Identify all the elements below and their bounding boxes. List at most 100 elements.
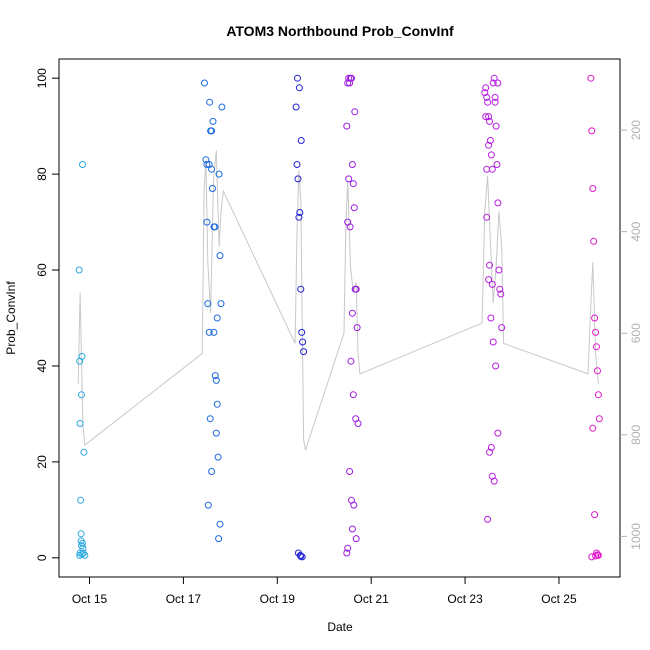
y-tick-label: 0 xyxy=(35,554,49,561)
x-axis: Oct 15 Oct 17 Oct 19 Oct 21 Oct 23 Oct 25 xyxy=(72,577,577,606)
data-point xyxy=(594,551,601,559)
data-point xyxy=(589,424,597,432)
data-point xyxy=(494,79,502,87)
data-point xyxy=(77,496,85,504)
data-point xyxy=(587,74,595,82)
data-point xyxy=(206,415,214,423)
data-point xyxy=(497,290,505,298)
data-point xyxy=(483,213,491,221)
data-point xyxy=(213,400,221,408)
data-point xyxy=(218,103,226,111)
data-point xyxy=(297,285,305,293)
x-axis-label: Date xyxy=(327,620,353,634)
data-point xyxy=(495,266,503,274)
data-point xyxy=(588,553,596,561)
data-point xyxy=(211,223,219,231)
x-tick-label: Oct 25 xyxy=(541,592,577,606)
data-point xyxy=(496,285,504,293)
data-point xyxy=(210,328,218,336)
data-point xyxy=(215,535,223,543)
data-point xyxy=(346,223,354,231)
data-point xyxy=(209,185,216,192)
data-point xyxy=(492,122,500,130)
data-point xyxy=(77,530,85,538)
data-point xyxy=(299,338,307,346)
data-point xyxy=(487,314,495,322)
data-point xyxy=(294,74,301,82)
data-point xyxy=(212,376,220,384)
data-point xyxy=(488,472,496,480)
data-point xyxy=(590,237,598,245)
data-point xyxy=(216,520,224,528)
data-point xyxy=(208,127,216,135)
data-point xyxy=(206,98,214,106)
data-point xyxy=(486,261,493,269)
chart-title: ATOM3 Northbound Prob_ConvInf xyxy=(226,23,454,39)
data-point xyxy=(349,180,357,188)
data-point xyxy=(352,285,360,293)
data-point xyxy=(214,453,222,461)
x-tick-label: Oct 23 xyxy=(447,592,483,606)
data-point xyxy=(294,175,302,183)
data-point xyxy=(351,108,359,116)
data-point xyxy=(298,553,306,561)
data-point xyxy=(296,209,304,216)
depth-line xyxy=(77,150,599,451)
data-point xyxy=(484,98,492,106)
data-point xyxy=(491,93,499,101)
data-point xyxy=(492,362,500,370)
data-point xyxy=(343,549,351,557)
data-point xyxy=(485,141,493,149)
data-point xyxy=(491,98,499,106)
y-tick-label: 20 xyxy=(35,455,49,469)
x-tick-label: Oct 19 xyxy=(260,592,296,606)
data-point xyxy=(482,113,490,121)
data-point xyxy=(292,103,300,111)
data-point xyxy=(594,391,602,399)
data-point xyxy=(498,324,506,332)
data-point xyxy=(348,309,356,317)
data-point xyxy=(486,448,493,456)
data-point xyxy=(486,137,494,144)
data-point xyxy=(209,117,217,125)
data-point xyxy=(203,218,211,226)
data-point xyxy=(483,165,491,173)
x-tick-label: Oct 17 xyxy=(166,592,202,606)
point-layer xyxy=(75,74,603,561)
data-point xyxy=(485,276,493,284)
data-point xyxy=(345,175,353,183)
y-tick-label: 100 xyxy=(35,68,49,88)
data-point xyxy=(346,79,354,87)
data-point xyxy=(204,501,212,509)
data-point xyxy=(215,170,223,178)
data-point xyxy=(208,165,216,173)
data-point xyxy=(350,204,358,212)
data-point xyxy=(354,420,362,427)
data-point xyxy=(78,352,86,360)
data-point xyxy=(203,161,211,168)
data-point xyxy=(591,314,599,322)
data-point xyxy=(489,338,497,346)
data-point xyxy=(594,367,601,375)
data-point xyxy=(344,544,352,552)
data-point xyxy=(595,415,603,423)
y2-tick-label: 600 xyxy=(629,323,643,343)
data-point xyxy=(489,79,497,87)
data-point xyxy=(353,324,361,332)
data-point xyxy=(482,84,490,92)
data-point xyxy=(297,137,305,144)
y2-axis: 200 400 600 800 1000 xyxy=(620,120,643,550)
data-point xyxy=(348,74,355,82)
y2-tick-label: 1000 xyxy=(629,523,643,550)
data-point xyxy=(75,266,83,274)
data-point xyxy=(347,357,355,365)
data-point xyxy=(486,117,493,125)
data-point xyxy=(484,515,492,523)
data-point xyxy=(591,511,599,519)
data-point xyxy=(80,448,88,456)
data-point xyxy=(77,537,85,545)
data-point xyxy=(204,300,212,308)
y-tick-label: 40 xyxy=(35,359,49,373)
data-point xyxy=(483,93,491,101)
data-point xyxy=(348,161,356,168)
